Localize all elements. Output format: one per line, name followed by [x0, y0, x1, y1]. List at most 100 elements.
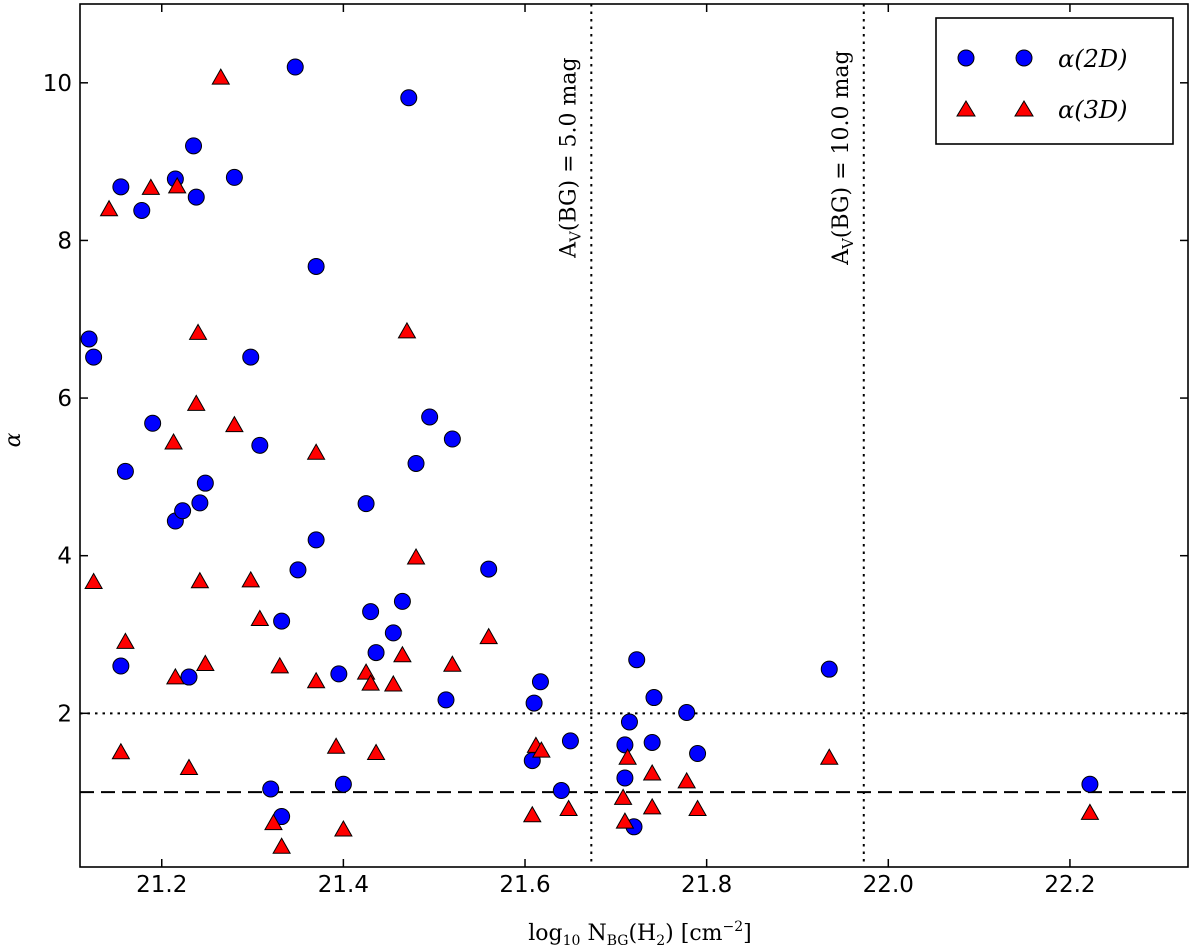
point-2d-30	[384, 624, 402, 642]
point-3d-38	[615, 812, 635, 829]
point-3d-33	[522, 805, 542, 823]
xlabel-sub10: 10	[563, 933, 581, 949]
point-2d-50	[678, 704, 696, 722]
point-2d-36	[443, 430, 461, 448]
point-2d-9	[174, 502, 192, 520]
point-2d-47	[628, 651, 646, 669]
point-3d-11	[190, 571, 210, 589]
point-3d-30	[406, 548, 426, 565]
point-3d-17	[264, 813, 283, 831]
legend-3d-label: α(3D)	[1058, 96, 1127, 124]
legend-2d-marker-1	[957, 49, 975, 67]
point-2d-45	[620, 713, 638, 731]
point-2d-25	[330, 665, 348, 683]
point-3d-18	[270, 656, 290, 674]
x-axis-label: log10 NBG(H2) [cm−2]	[528, 919, 751, 949]
y-tick-label-0: 2	[57, 701, 72, 727]
x-tick-label-3: 21.8	[681, 872, 732, 898]
point-3d-14	[225, 415, 244, 433]
point-2d-14	[196, 474, 214, 492]
point-2d-39	[525, 694, 543, 712]
point-3d-37	[613, 788, 633, 805]
point-2d-29	[367, 644, 385, 662]
plot-frame	[79, 3, 1189, 868]
point-2d-23	[307, 257, 325, 275]
point-3d-20	[306, 671, 326, 689]
y-axis-label: α	[1, 432, 26, 447]
point-3d-28	[393, 645, 412, 663]
xlabel-n: N	[580, 921, 606, 946]
point-3d-4	[141, 178, 161, 195]
anno2-sub: V	[839, 237, 857, 250]
point-2d-42	[561, 732, 579, 750]
point-2d-4	[116, 462, 134, 480]
point-2d-5	[133, 201, 151, 219]
point-2d-43	[616, 769, 634, 787]
point-3d-32	[479, 627, 499, 645]
point-3d-45	[1080, 803, 1100, 820]
point-3d-7	[167, 176, 187, 194]
point-2d-11	[185, 137, 203, 155]
point-2d-21	[286, 58, 304, 76]
point-3d-40	[642, 763, 662, 781]
point-3d-19	[272, 837, 291, 854]
point-2d-28	[362, 603, 380, 621]
x-tick-label-0: 21.2	[136, 872, 187, 898]
xlabel-paren: (H	[628, 921, 656, 946]
point-2d-44	[616, 736, 634, 754]
point-2d-0	[80, 330, 98, 348]
point-2d-12	[187, 188, 205, 206]
x-tick-label-5: 22.2	[1044, 872, 1095, 898]
point-3d-22	[326, 737, 346, 754]
x-tick-label-4: 22.0	[863, 872, 914, 898]
point-3d-26	[366, 743, 386, 761]
point-2d-15	[225, 168, 243, 186]
point-2d-19	[273, 612, 291, 630]
point-2d-37	[480, 560, 498, 578]
legend-2d-label: α(2D)	[1058, 45, 1127, 73]
anno1-a: A	[556, 241, 581, 259]
xlabel-log: log	[528, 921, 562, 946]
point-2d-33	[407, 454, 425, 472]
point-3d-21	[306, 443, 326, 460]
point-3d-29	[397, 321, 417, 339]
point-3d-10	[188, 323, 208, 340]
y-tick-label-3: 8	[57, 228, 72, 254]
xlabel-subbg: BG	[607, 933, 629, 949]
point-2d-24	[307, 531, 325, 549]
x-tick-label-2: 21.6	[499, 872, 550, 898]
legend: α(2D) α(3D)	[935, 17, 1174, 145]
xlabel-close: ]	[743, 921, 752, 946]
point-2d-51	[689, 745, 707, 763]
point-3d-3	[116, 632, 135, 649]
point-2d-17	[251, 436, 269, 454]
x-tick-label-1: 21.4	[318, 872, 369, 898]
y-tick-label-2: 6	[57, 386, 72, 412]
point-3d-44	[819, 748, 839, 765]
point-3d-13	[211, 68, 231, 85]
point-2d-22	[289, 561, 307, 579]
point-3d-8	[179, 758, 199, 775]
point-3d-31	[443, 655, 462, 672]
annotation-av5: AV(BG) = 5.0 mag	[556, 57, 584, 259]
point-3d-2	[111, 742, 131, 760]
axis-ticks: 21.2 21.4 21.6 21.8 22.0 22.2 2 4 6 8 10	[43, 4, 1188, 898]
point-2d-34	[421, 408, 439, 426]
legend-3d-marker-2	[1014, 100, 1034, 117]
point-3d-41	[642, 797, 662, 815]
point-3d-1	[99, 199, 119, 217]
point-2d-3	[112, 657, 130, 675]
legend-2d-marker-2	[1015, 49, 1033, 67]
point-2d-49	[645, 689, 663, 707]
svg-text:AV(BG) = 5.0 mag: AV(BG) = 5.0 mag	[556, 57, 584, 259]
point-3d-43	[688, 799, 707, 816]
point-2d-53	[1081, 775, 1099, 793]
xlabel-sup: −2	[723, 919, 744, 935]
point-3d-5	[164, 432, 183, 450]
svg-text:AV(BG) = 10.0 mag: AV(BG) = 10.0 mag	[829, 50, 857, 266]
point-3d-12	[195, 654, 215, 671]
point-3d-6	[166, 667, 185, 685]
point-3d-39	[618, 748, 638, 765]
point-2d-18	[262, 780, 280, 798]
